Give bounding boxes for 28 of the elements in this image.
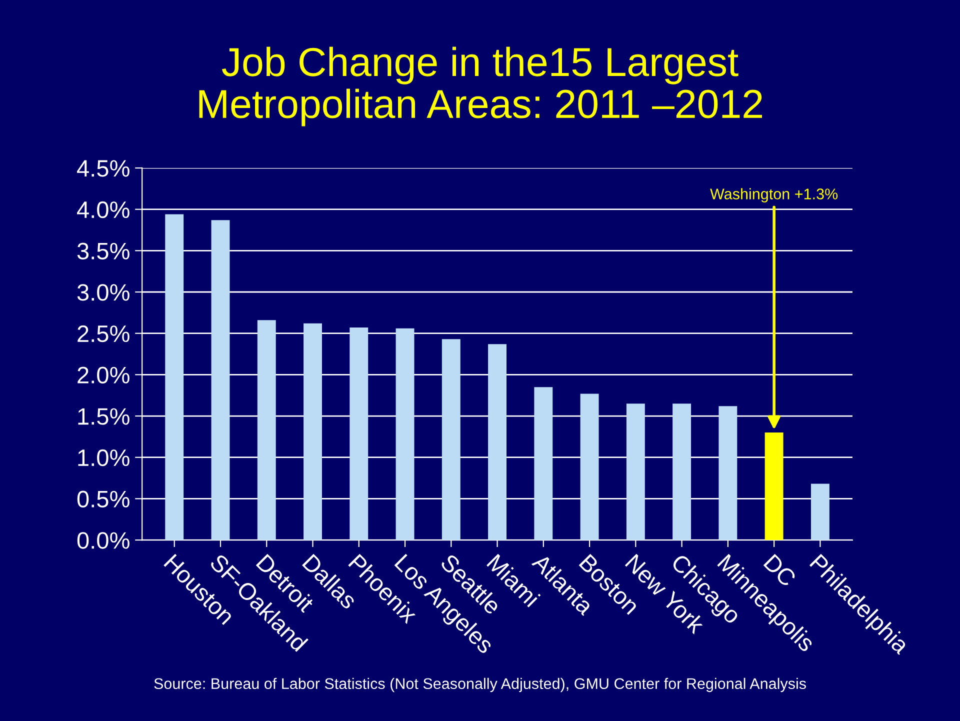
bar: [718, 406, 738, 540]
y-tick-label: 2.0%: [78, 366, 130, 384]
bar: [488, 344, 507, 540]
source-note: Source: Bureau of Labor Statistics (Not Seasonally Adjusted), GMU Center for Regional Analysis: [154, 678, 806, 692]
y-tick-label: 4.0%: [77, 201, 130, 218]
y-tick-label: 2.5%: [78, 325, 130, 342]
bar: [626, 404, 645, 540]
bar: [442, 339, 460, 540]
bar: [396, 328, 414, 540]
y-tick-label: 1.0%: [78, 449, 130, 466]
bar: [304, 323, 322, 540]
y-tick-label: 1.5%: [78, 408, 130, 425]
bar: [257, 320, 276, 540]
bar: [764, 432, 784, 540]
bar: [672, 404, 692, 540]
chart-title: Job Change in the15 Largest Metropolitan Areas: 2011 –2012: [199, 46, 762, 126]
y-tick-label: 0.5%: [77, 490, 130, 508]
y-tick-label: 4.5%: [77, 160, 130, 177]
bar: [580, 394, 599, 540]
bar: [211, 220, 230, 540]
bar: [810, 484, 830, 540]
bar: [350, 328, 368, 540]
y-tick-label: 3.0%: [77, 284, 130, 301]
y-tick-label: 0.0%: [77, 532, 130, 549]
bar: [165, 214, 184, 540]
y-tick-label: 3.5%: [77, 242, 130, 260]
bar: [534, 387, 553, 540]
annotation: Washington +1.3%: [710, 188, 838, 202]
